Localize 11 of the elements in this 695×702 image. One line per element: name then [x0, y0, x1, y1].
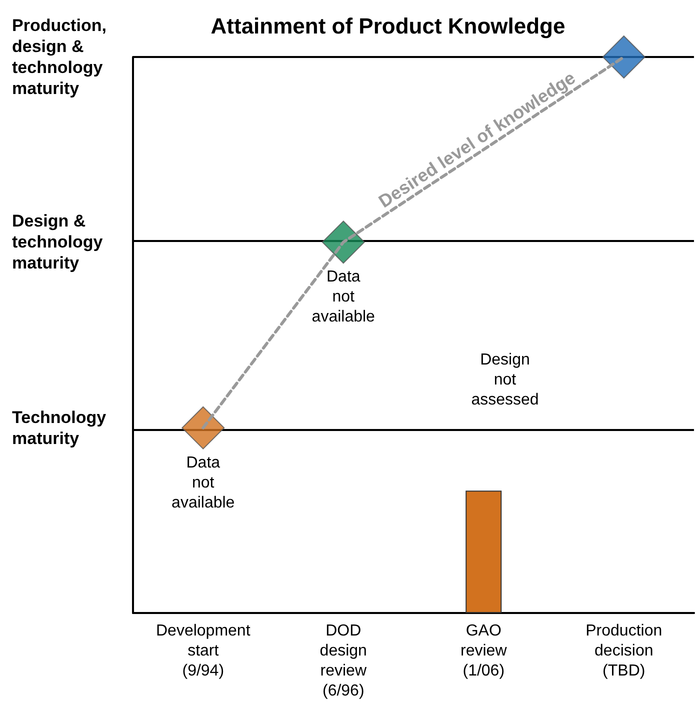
x-tick-label: Development start (9/94): [156, 622, 251, 680]
annotation: Design not assessed: [471, 352, 539, 408]
chart-title: Attainment of Product Knowledge: [210, 14, 566, 38]
x-tick-label: DOD design review (6/96): [320, 622, 367, 700]
ref-line-label: Production, design & technology maturity: [12, 16, 112, 98]
x-tick-label: Production decision (TBD): [586, 622, 662, 680]
annotation: Data not available: [312, 268, 376, 326]
x-tick-label: GAO review (1/06): [460, 622, 508, 680]
ref-line-label: Technology maturity: [12, 408, 111, 448]
annotation: Data not available: [172, 454, 235, 512]
ref-line-label: Design & technology maturity: [12, 212, 108, 273]
